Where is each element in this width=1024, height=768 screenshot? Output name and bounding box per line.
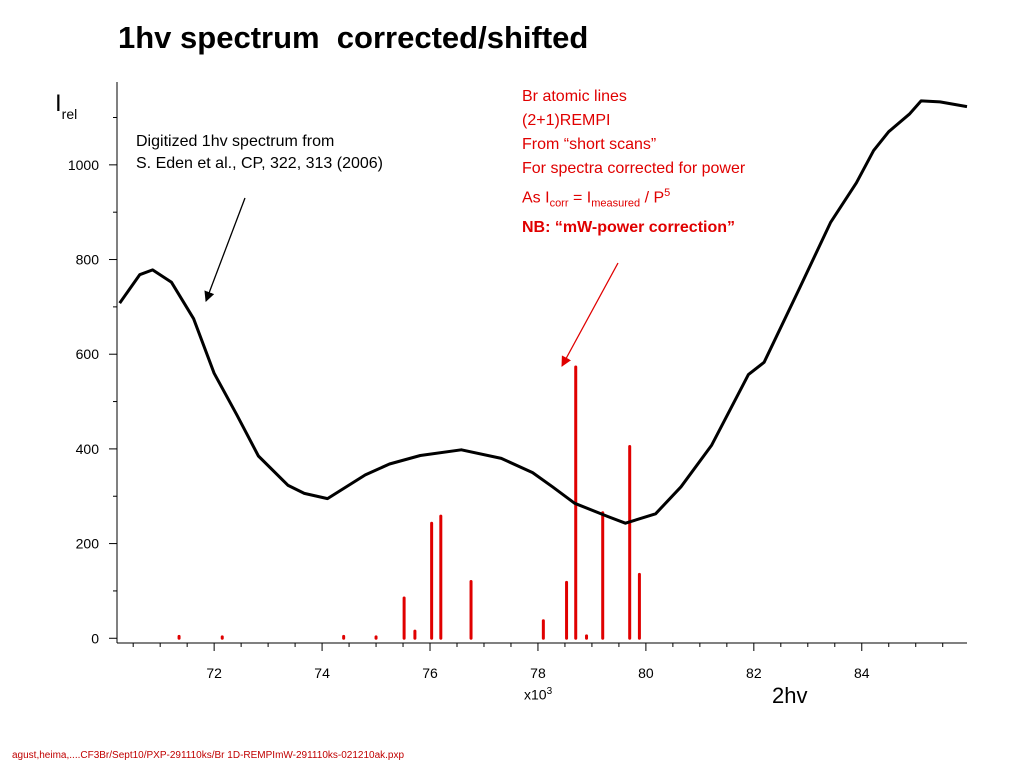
x-tick-label: 76 (422, 665, 438, 681)
y-tick-label: 400 (76, 441, 100, 457)
x-tick-label: 72 (206, 665, 222, 681)
red-note-line-5-sub1: corr (549, 197, 569, 210)
x-tick-label: 80 (638, 665, 654, 681)
y-axis-label: Irel (55, 90, 77, 122)
spectrum-curve-line (118, 99, 968, 525)
y-tick-label: 200 (76, 536, 100, 552)
x-tick-label: 82 (746, 665, 762, 681)
red-note-line-5-sup: 5 (664, 187, 671, 199)
x-tick-label: 74 (314, 665, 330, 681)
y-tick-label: 800 (76, 252, 100, 268)
red-note-line-5-mid: = I (568, 189, 592, 207)
x-multiplier-base: x10 (524, 686, 547, 703)
red-note-line-2: (2+1)REMPI (522, 112, 611, 129)
red-arrow (561, 262, 619, 367)
digitized-spectrum-note: Digitized 1hv spectrum from S. Eden et a… (136, 131, 383, 175)
y-axis-label-main: I (55, 90, 62, 117)
y-axis-label-sub: rel (61, 106, 78, 122)
x-tick-label: 78 (530, 665, 546, 681)
black-arrow (204, 197, 246, 302)
red-note-line-3: From “short scans” (522, 136, 657, 153)
y-tick-label: 600 (76, 346, 100, 362)
red-note-line-5: As Icorr = Imeasured / P5 (522, 181, 745, 216)
spectrum-curve (118, 99, 968, 525)
y-tick-label: 1000 (68, 157, 99, 173)
x-multiplier-exp: 3 (546, 686, 553, 697)
red-note-line-5-sub2: measured (591, 197, 641, 210)
red-note-line-6: NB: “mW-power correction” (522, 218, 736, 236)
red-note-line-1: Br atomic lines (522, 88, 627, 105)
red-note-line-5-mid2: / P (640, 189, 665, 207)
note-line-1: Digitized 1hv spectrum from (136, 133, 335, 150)
red-note-line-5-prefix: As I (522, 189, 550, 207)
br-atomic-lines (177, 365, 641, 640)
y-tick-label: 0 (91, 630, 99, 646)
br-atomic-lines-note: Br atomic lines (2+1)REMPI From “short s… (522, 85, 745, 240)
chart-title: 1hv spectrum corrected/shifted (118, 20, 589, 55)
file-path-footer: agust,heima,....CF3Br/Sept10/PXP-291110k… (12, 750, 405, 761)
note-line-2: S. Eden et al., CP, 322, 313 (2006) (136, 155, 383, 172)
axes: 0 200 400 600 800 1000 72 74 76 78 80 82 84 (68, 82, 967, 681)
x-axis-label: 2hv (772, 683, 808, 708)
red-note-line-4: For spectra corrected for power (522, 160, 746, 177)
x-axis-multiplier: x103 (524, 686, 552, 703)
x-tick-label: 84 (854, 665, 870, 681)
